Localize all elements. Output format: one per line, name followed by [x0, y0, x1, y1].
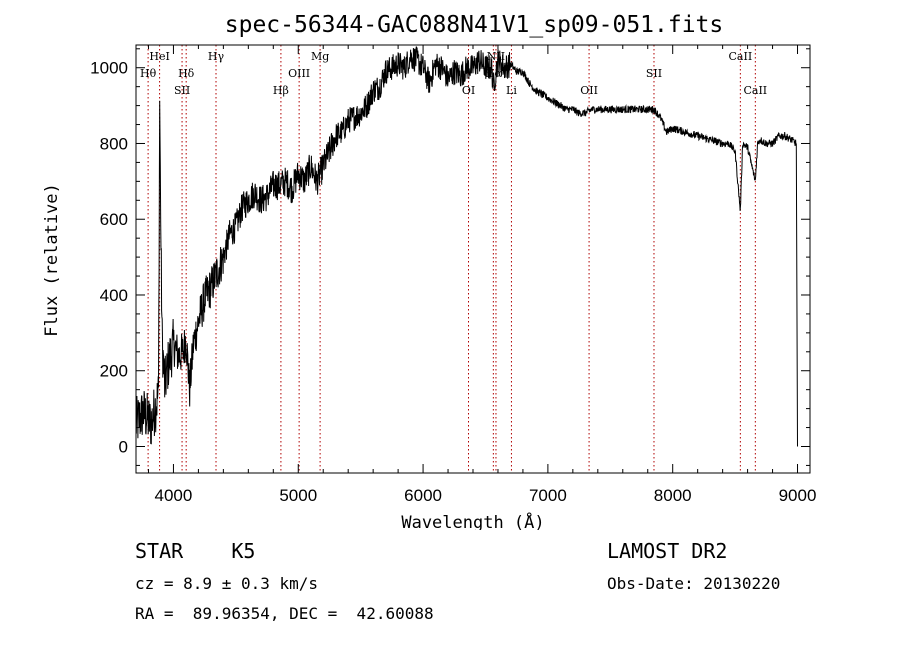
- chart-title: spec-56344-GAC088N41V1_sp09-051.fits: [225, 12, 724, 38]
- line-label: Hγ: [208, 50, 225, 63]
- y-tick-label: 400: [100, 286, 128, 305]
- plot-frame: [135, 44, 811, 474]
- y-axis-label: Flux (relative): [42, 183, 62, 337]
- x-tick-label: 9000: [779, 486, 817, 505]
- x-tick-label: 7000: [529, 486, 567, 505]
- y-tick-label: 200: [100, 362, 128, 381]
- line-label: OIII: [288, 67, 310, 80]
- line-label: Hδ: [178, 67, 195, 80]
- y-tick-label: 600: [100, 210, 128, 229]
- obs-date: Obs-Date: 20130220: [607, 574, 781, 593]
- y-tick-label: 1000: [90, 59, 128, 78]
- line-label: SII: [646, 67, 662, 80]
- x-tick-label: 6000: [404, 486, 442, 505]
- line-label: Li: [506, 84, 517, 97]
- axes: 4000 5000 6000 7000 8000 9000 0 200 400 600 800 100…: [90, 44, 817, 505]
- line-label: Hβ: [273, 84, 289, 97]
- line-label: Hθ: [140, 67, 157, 80]
- line-label: OII: [580, 84, 598, 97]
- line-label: SII: [174, 84, 190, 97]
- x-tick-label: 8000: [654, 486, 692, 505]
- spectrum-chart: spec-56344-GAC088N41V1_sp09-051.fits Wav…: [42, 12, 817, 530]
- line-label: Mg: [311, 50, 329, 63]
- line-label: CaII: [743, 84, 767, 97]
- object-class: STAR K5: [135, 539, 256, 563]
- survey-name: LAMOST DR2: [607, 539, 728, 563]
- x-axis-label: Wavelength (Å): [401, 511, 544, 530]
- redshift-cz: cz = 8.9 ± 0.3 km/s: [135, 574, 319, 593]
- spectrum-series: [135, 45, 798, 447]
- y-tick-label: 0: [119, 437, 128, 456]
- ra-dec-coords: RA = 89.96354, DEC = 42.60088: [135, 604, 434, 623]
- x-tick-label: 4000: [155, 486, 193, 505]
- y-tick-label: 800: [100, 134, 128, 153]
- spectrum-line: [135, 45, 798, 447]
- line-label: CaII: [729, 50, 753, 63]
- line-label: HeI: [149, 50, 169, 63]
- line-label: OI: [462, 84, 475, 97]
- x-tick-label: 5000: [279, 486, 317, 505]
